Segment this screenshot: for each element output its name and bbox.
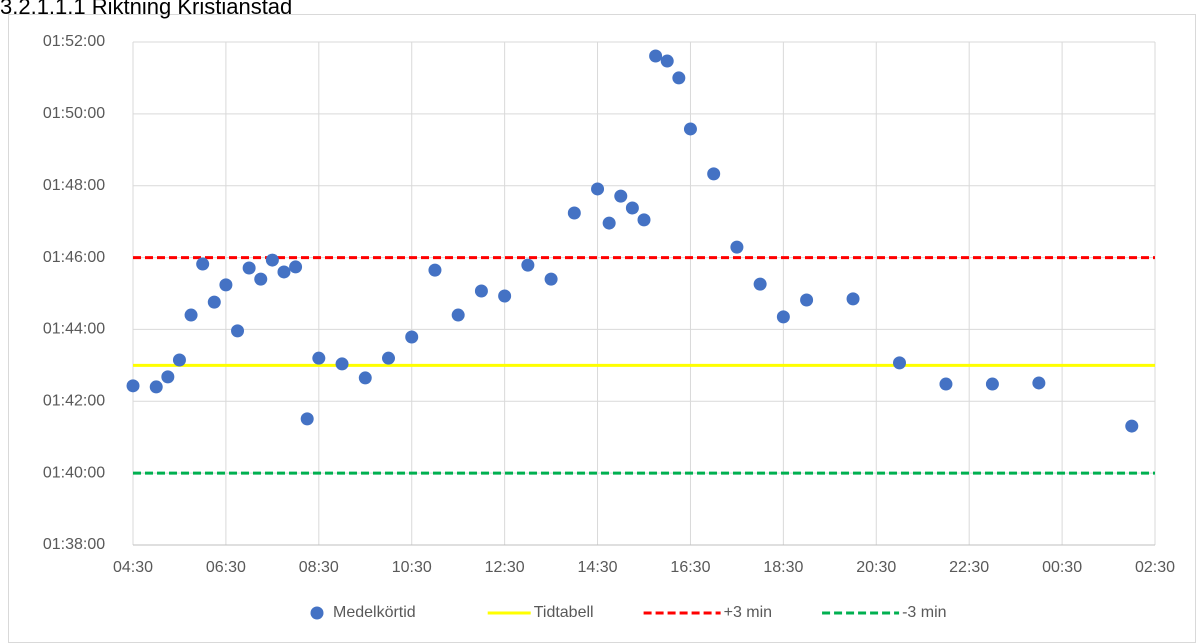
point xyxy=(846,292,860,306)
point xyxy=(602,216,616,230)
point xyxy=(126,379,140,393)
x-tick-label: 04:30 xyxy=(113,559,153,576)
legend-label: Medelkörtid xyxy=(333,604,416,621)
x-tick-label: 00:30 xyxy=(1042,559,1082,576)
x-tick-label: 10:30 xyxy=(392,559,432,576)
point xyxy=(161,370,175,384)
point xyxy=(242,261,256,275)
point xyxy=(567,206,581,220)
point xyxy=(649,49,663,63)
legend-label: -3 min xyxy=(902,604,946,621)
point xyxy=(625,201,639,215)
legend-label: +3 min xyxy=(724,604,772,621)
point xyxy=(265,253,279,267)
point xyxy=(614,189,628,203)
point xyxy=(939,377,953,391)
point xyxy=(428,263,442,277)
legend-marker xyxy=(310,606,324,620)
point xyxy=(172,353,186,367)
point xyxy=(149,380,163,394)
y-tick-label: 01:42:00 xyxy=(43,393,105,410)
point xyxy=(382,351,395,365)
x-tick-label: 12:30 xyxy=(485,559,525,576)
point xyxy=(672,71,686,85)
point xyxy=(405,330,419,344)
y-tick-label: 01:50:00 xyxy=(43,105,105,122)
y-tick-label: 01:46:00 xyxy=(43,249,105,266)
chart-title: 3.2.1.1.1 Riktning Kristianstad xyxy=(0,0,292,19)
point xyxy=(683,122,697,136)
point xyxy=(312,351,326,365)
point xyxy=(300,412,314,426)
point xyxy=(231,324,245,338)
x-tick-label: 02:30 xyxy=(1135,559,1175,576)
x-tick-label: 06:30 xyxy=(206,559,246,576)
point xyxy=(637,213,651,227)
point xyxy=(800,293,814,307)
point xyxy=(660,54,674,68)
point xyxy=(254,272,268,286)
point xyxy=(184,308,198,322)
y-tick-label: 01:40:00 xyxy=(43,464,105,481)
point xyxy=(358,371,372,385)
point xyxy=(753,277,767,291)
x-tick-label: 22:30 xyxy=(949,559,989,576)
point xyxy=(893,356,906,370)
point xyxy=(544,272,558,286)
x-tick-label: 16:30 xyxy=(670,559,710,576)
point xyxy=(196,257,210,271)
y-tick-label: 01:52:00 xyxy=(43,33,105,50)
point xyxy=(591,182,605,196)
point xyxy=(219,278,233,292)
point xyxy=(1125,419,1139,433)
point xyxy=(498,289,512,303)
point xyxy=(474,284,488,298)
point xyxy=(521,258,535,272)
point xyxy=(1032,376,1046,390)
x-tick-label: 14:30 xyxy=(578,559,618,576)
x-tick-label: 18:30 xyxy=(763,559,803,576)
y-tick-label: 01:44:00 xyxy=(43,321,105,338)
y-tick-label: 01:38:00 xyxy=(43,536,105,553)
chart-frame xyxy=(8,14,1196,643)
point xyxy=(451,308,465,322)
point xyxy=(277,265,291,279)
point xyxy=(335,357,349,371)
point xyxy=(289,260,303,274)
y-tick-label: 01:48:00 xyxy=(43,177,105,194)
point xyxy=(776,310,790,324)
point xyxy=(985,377,999,391)
point xyxy=(707,167,721,181)
x-tick-label: 08:30 xyxy=(299,559,339,576)
legend-label: Tidtabell xyxy=(534,604,594,621)
x-tick-label: 20:30 xyxy=(856,559,896,576)
point xyxy=(207,295,221,309)
point xyxy=(730,240,744,254)
